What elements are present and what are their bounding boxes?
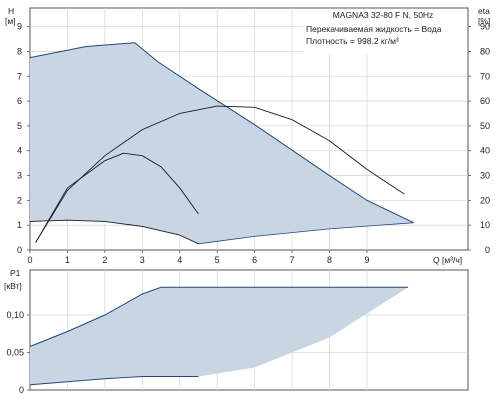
y2-axis-label: eta (478, 6, 490, 16)
efficiency-curve (35, 152, 199, 243)
y-tick-label: 1 (17, 220, 22, 230)
min-flow-boundary (198, 222, 414, 245)
y2-tick-label: 30 (480, 171, 490, 181)
y2-tick-label: 70 (480, 71, 490, 81)
annotation-density: Плотность = 998.2 кг/м³ (306, 36, 399, 46)
power-axis-label: P1 (10, 268, 21, 278)
y-tick-label: 6 (17, 96, 22, 106)
y-tick-label: 5 (17, 121, 22, 131)
power-axis-unit: [кВт] (4, 281, 22, 291)
power-range-area (30, 287, 409, 385)
operating-range (29, 42, 414, 245)
max-power-boundary (29, 286, 409, 347)
y-axis-unit: [м] (5, 16, 16, 26)
y2-axis-unit: [%] (478, 16, 490, 26)
x-tick-label: 4 (177, 255, 182, 265)
x-tick-label: 8 (327, 255, 332, 265)
min-power-boundary (29, 376, 199, 386)
power-y-tick-label: 0 (19, 385, 24, 395)
legend-box (303, 9, 467, 54)
x-tick-label: 1 (65, 255, 70, 265)
x-tick-label: 9 (364, 255, 369, 265)
y-tick-label: 8 (17, 46, 22, 56)
x-tick-label: 0 (27, 255, 32, 265)
x-tick-label: 7 (290, 255, 295, 265)
head-eta-panel: 0 1 2 3 4 5 6 7 8 901234567890102030405060708090 … (5, 6, 490, 265)
max-head-boundary (29, 42, 414, 224)
power-range (29, 286, 409, 386)
min-head-curve (29, 219, 199, 245)
y-tick-label: 3 (17, 171, 22, 181)
y2-tick-label: 10 (480, 220, 490, 230)
x-tick-label: 6 (252, 255, 257, 265)
y-tick-label: 0 (17, 245, 22, 255)
x-tick-label: 3 (140, 255, 145, 265)
power-panel: 0 0,05 0,10 P1 [кВт] (4, 268, 469, 395)
y2-tick-label: 50 (480, 121, 490, 131)
y2-tick-label: 40 (480, 146, 490, 156)
y-tick-label: 9 (17, 22, 22, 32)
annotation-fluid: Перекачиваемая жидкость = Вода (306, 24, 442, 34)
efficiency-curve (35, 105, 405, 243)
power-tick-labels: 0 0,05 0,10 (6, 310, 24, 395)
operating-range-area (30, 42, 414, 244)
chart-title: MAGNA3 32-80 F N, 50Hz (333, 10, 434, 20)
y2-tick-label: 90 (480, 22, 490, 32)
y-tick-label: 7 (17, 71, 22, 81)
power-y-tick-label: 0,05 (6, 348, 24, 358)
y2-tick-label: 60 (480, 96, 490, 106)
x-tick-label: 2 (102, 255, 107, 265)
y-axis-label: H (8, 6, 14, 16)
power-y-tick-label: 0,10 (6, 310, 24, 320)
y2-tick-label: 0 (485, 245, 490, 255)
y-tick-label: 4 (17, 146, 22, 156)
x-axis-label: Q [м³/ч] (433, 255, 462, 265)
y-tick-label: 2 (17, 195, 22, 205)
y2-tick-label: 80 (480, 46, 490, 56)
y2-tick-label: 20 (480, 195, 490, 205)
performance-curves (29, 105, 405, 245)
x-tick-label: 5 (215, 255, 220, 265)
